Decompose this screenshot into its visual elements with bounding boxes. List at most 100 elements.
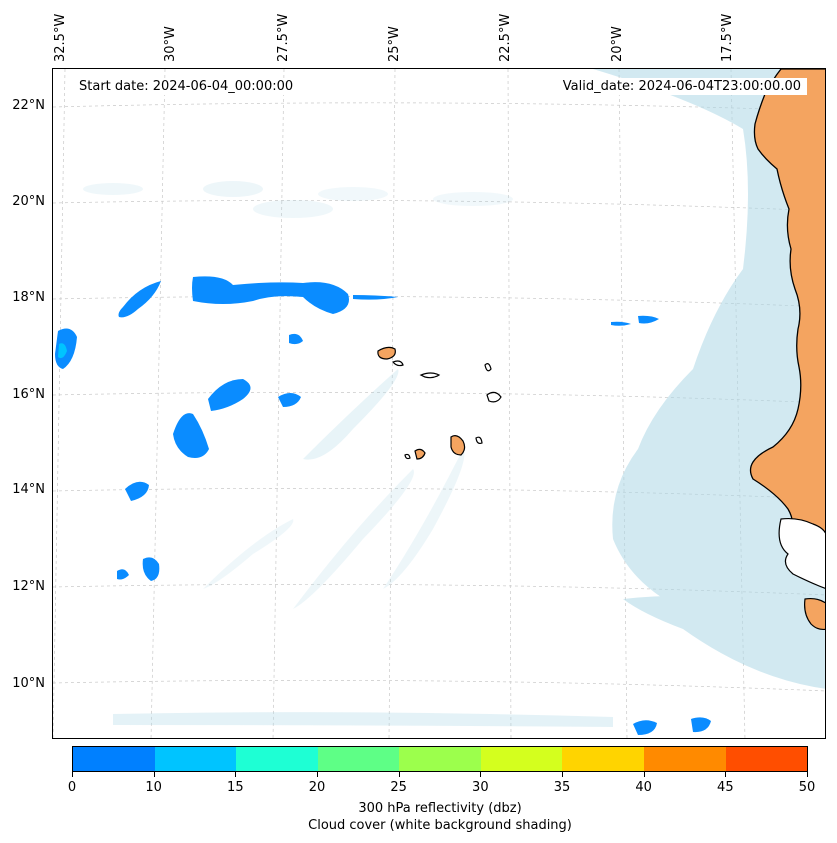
reflectivity-cell [638, 315, 659, 324]
lat-label-18n: 18°N [12, 290, 45, 305]
gridline-lat [53, 199, 825, 212]
lat-label-22n: 22°N [12, 98, 45, 113]
colorbar-tick [807, 772, 808, 777]
lat-label-12n: 12°N [12, 579, 45, 594]
reflectivity-cell [117, 569, 129, 580]
reflectivity-cell [118, 281, 161, 318]
colorbar-tick [317, 772, 318, 777]
lon-label-17-5w: 17.5°W [720, 13, 735, 62]
cloud-cover-layer [83, 69, 825, 727]
colorbar-segment [725, 747, 808, 771]
cloud-band-south [623, 595, 825, 689]
reflectivity-layer [55, 276, 711, 735]
island-sal [484, 363, 492, 372]
colorbar-tick-label: 40 [635, 780, 652, 795]
lon-label-20w: 20°W [610, 26, 625, 62]
colorbar-label-cloud-cover: Cloud cover (white background shading) [308, 818, 572, 833]
colorbar-tick-label: 50 [798, 780, 816, 795]
colorbar-segment [480, 747, 563, 771]
colorbar-tick-label: 20 [308, 780, 326, 795]
map-panel[interactable]: Start date: 2024-06-04_00:00:00 Valid_da… [52, 68, 826, 739]
start-date-label: Start date: 2024-06-04_00:00:00 [73, 78, 300, 95]
reflectivity-core [58, 343, 67, 359]
reflectivity-cell [691, 717, 711, 733]
gridline-lon [388, 69, 396, 738]
lon-label-25w: 25°W [387, 26, 402, 62]
colorbar-tick-label: 35 [553, 780, 571, 795]
lon-label-27-5w: 27.5°W [276, 13, 291, 62]
cloud-patch-3 [83, 183, 143, 195]
colorbar-tick [480, 772, 482, 777]
island-sao-vicente [392, 360, 404, 367]
colorbar-tick [72, 772, 73, 777]
colorbar-segment [317, 747, 400, 771]
cloud-streak-3 [383, 449, 465, 589]
reflectivity-cell [125, 481, 149, 501]
reflectivity-cell [353, 295, 398, 300]
cloud-streak-2 [293, 469, 414, 609]
colorbar-tick-label: 10 [145, 780, 162, 795]
reflectivity-cell [289, 333, 303, 345]
gridline-lat [53, 679, 825, 692]
island-santiago [450, 435, 466, 456]
colorbar-tick [153, 772, 155, 777]
colorbar-tick-label: 0 [67, 780, 77, 795]
gridline-lon [618, 69, 628, 738]
land-guinea-bissau [804, 597, 825, 631]
reflectivity-cell [278, 393, 301, 407]
colorbar-tick [643, 772, 645, 777]
cape-verde-islands [377, 346, 502, 460]
colorbar-tick [235, 772, 237, 777]
colorbar-label-reflectivity: 300 hPa reflectivity (dbz) [358, 801, 522, 816]
valid-date-label: Valid_date: 2024-06-04T23:00:00.00 [556, 78, 807, 95]
colorbar-segment [562, 747, 644, 771]
colorbar-tick [398, 772, 400, 777]
colorbar-tick [562, 772, 563, 777]
lat-label-14n: 14°N [12, 482, 45, 497]
colorbar-tick-label: 45 [717, 780, 734, 795]
colorbar-segment [73, 747, 155, 771]
island-maio [475, 436, 483, 445]
island-santo-antao [377, 346, 396, 360]
lon-label-22-5w: 22.5°W [498, 13, 513, 62]
cloud-patch-5 [433, 192, 513, 206]
lon-label-30w: 30°W [163, 26, 178, 62]
map-canvas [53, 69, 825, 738]
cloud-patch-2 [253, 200, 333, 218]
reflectivity-cell [173, 413, 209, 458]
cloud-patch-1 [203, 181, 263, 197]
colorbar-segment [399, 747, 481, 771]
colorbar-segment [154, 747, 237, 771]
gridline-lon [272, 69, 285, 738]
lat-label-10n: 10°N [12, 676, 45, 691]
cloud-strip-bottom [113, 712, 613, 727]
reflectivity-cell [633, 720, 657, 735]
lon-label-32-5w: 32.5°W [53, 13, 68, 62]
island-brava [404, 453, 411, 460]
gridline-lat [53, 295, 825, 308]
colorbar-tick-label: 15 [227, 780, 244, 795]
gridline-lat [53, 583, 825, 596]
colorbar-segment [236, 747, 318, 771]
gridline-lat [53, 391, 825, 404]
gridline-lat [53, 487, 825, 500]
lat-label-16n: 16°N [12, 387, 45, 402]
gridline-lon [150, 69, 166, 738]
cloud-streak-1 [303, 369, 399, 460]
reflectivity-colorbar [72, 746, 808, 772]
colorbar-tick-label: 25 [390, 780, 407, 795]
colorbar-segment [643, 747, 726, 771]
colorbar-tick [725, 772, 727, 777]
cloud-patch-4 [318, 187, 388, 201]
gridline-lat [53, 102, 825, 112]
colorbar-tick-label: 30 [472, 780, 489, 795]
reflectivity-cell [192, 276, 349, 314]
land-senegal-gap [778, 517, 825, 589]
island-fogo [414, 448, 426, 460]
lat-label-20n: 20°N [12, 194, 45, 209]
island-sao-nicolau [419, 372, 441, 379]
cloud-streak-4 [203, 519, 294, 589]
gridline-lon [53, 69, 66, 738]
reflectivity-cell [142, 557, 160, 581]
reflectivity-cell [208, 379, 251, 411]
